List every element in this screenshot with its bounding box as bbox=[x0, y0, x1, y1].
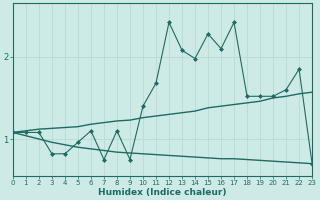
X-axis label: Humidex (Indice chaleur): Humidex (Indice chaleur) bbox=[98, 188, 227, 197]
